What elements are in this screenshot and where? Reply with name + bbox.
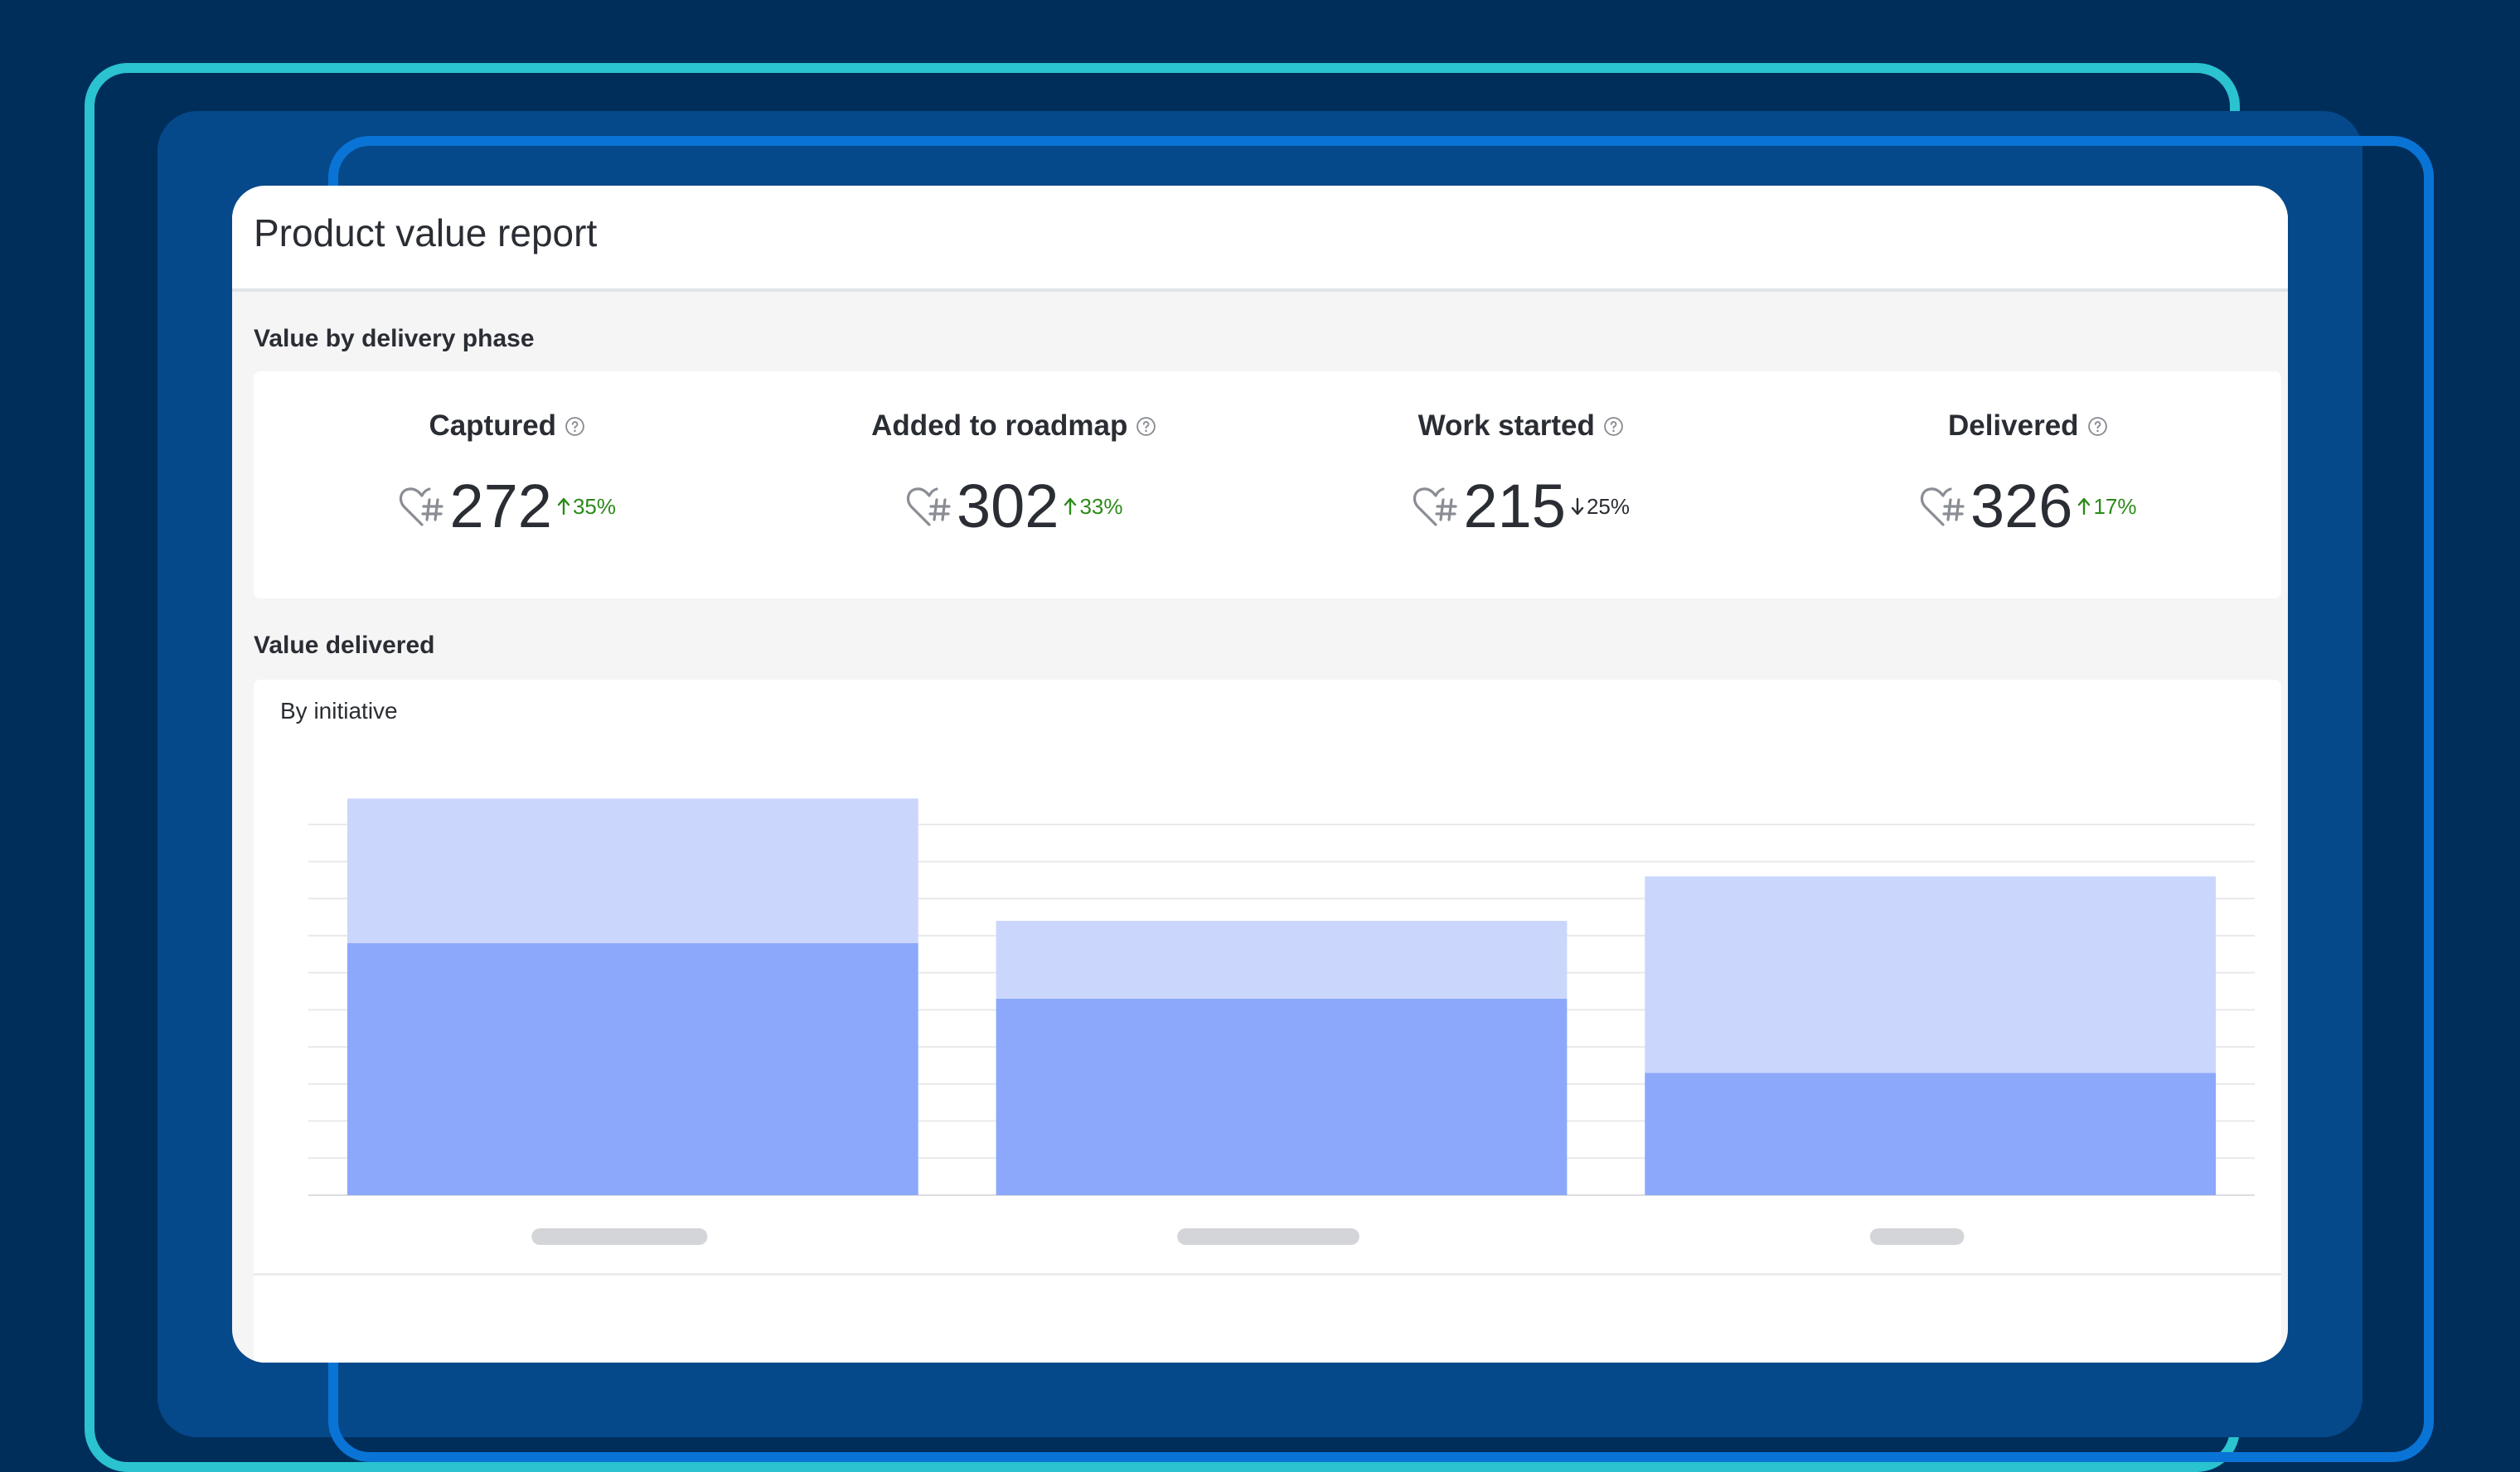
metric-label-row: Work started: [1267, 409, 1775, 443]
metric-label: Captured: [429, 409, 557, 442]
arrow-up-icon: [1064, 497, 1077, 516]
section-title-delivery-phase: Value by delivery phase: [254, 325, 535, 352]
heart-hash-icon: [400, 487, 444, 526]
metric-value-row: 302 33%: [761, 476, 1268, 537]
bar-segment-3-1[interactable]: [1645, 1073, 2217, 1195]
metric-label-row: Delivered: [1775, 409, 2282, 443]
metric-label-row: Captured: [254, 409, 761, 443]
metric-value-row: 272 35%: [254, 476, 761, 537]
arrow-down-icon: [1571, 497, 1584, 516]
bar-segment-2-2[interactable]: [996, 921, 1568, 999]
help-icon[interactable]: [2087, 416, 2108, 437]
metric-label: Delivered: [1947, 409, 2079, 442]
section-title-value-delivered: Value delivered: [254, 632, 435, 659]
bar-segment-3-2[interactable]: [1645, 876, 2217, 1073]
heart-hash-icon: [906, 487, 951, 526]
metric-value: 272: [449, 472, 552, 540]
chart-plot: [308, 798, 2255, 1245]
metric-delivered: Delivered 326 17%: [1775, 371, 2282, 598]
page-title: Product value report: [254, 211, 598, 254]
metric-label-row: Added to roadmap: [761, 409, 1268, 443]
chart-footer-divider: [254, 1273, 2281, 1276]
arrow-up-icon: [2078, 497, 2091, 516]
metric-change: 35%: [557, 494, 616, 520]
bar-segment-1-1[interactable]: [346, 942, 918, 1195]
bar-segment-2-1[interactable]: [996, 998, 1568, 1195]
metric-change: 25%: [1571, 494, 1630, 520]
report-header: Product value report: [232, 186, 2288, 292]
category-label-placeholder: [1869, 1228, 1965, 1245]
metrics-panel: Captured 272 35% Added to roadmap 302 33% Work…: [254, 371, 2281, 598]
chart-subtitle: By initiative: [280, 698, 398, 724]
metric-value: 215: [1463, 472, 1566, 540]
help-icon[interactable]: [1603, 416, 1624, 437]
metric-added-to-roadmap: Added to roadmap 302 33%: [761, 371, 1268, 598]
metric-work-started: Work started 215 25%: [1267, 371, 1775, 598]
metric-value-row: 215 25%: [1267, 476, 1775, 537]
metric-change: 33%: [1064, 493, 1123, 520]
category-label-placeholder: [531, 1228, 708, 1245]
bar-segment-1-2[interactable]: [346, 798, 918, 943]
help-icon[interactable]: [565, 416, 585, 437]
metric-change: 17%: [2077, 493, 2137, 520]
report-card: Product value report Value by delivery p…: [232, 186, 2288, 1363]
heart-hash-icon: [1413, 487, 1458, 526]
metric-value-row: 326 17%: [1775, 476, 2282, 537]
metric-value: 326: [1970, 472, 2073, 540]
metric-change-value: 17%: [2093, 493, 2137, 519]
arrow-up-icon: [557, 497, 570, 516]
metric-value: 302: [956, 472, 1059, 540]
metric-change-value: 25%: [1586, 493, 1630, 519]
metric-change-value: 33%: [1079, 493, 1123, 519]
help-icon[interactable]: [1136, 416, 1156, 437]
category-label-placeholder: [1177, 1228, 1359, 1245]
metric-label: Added to roadmap: [871, 409, 1128, 442]
metric-label: Work started: [1418, 409, 1595, 442]
metric-change-value: 35%: [572, 493, 616, 519]
metric-captured: Captured 272 35%: [254, 371, 761, 598]
heart-hash-icon: [1920, 487, 1965, 526]
value-delivered-chart: By initiative: [254, 680, 2281, 1363]
